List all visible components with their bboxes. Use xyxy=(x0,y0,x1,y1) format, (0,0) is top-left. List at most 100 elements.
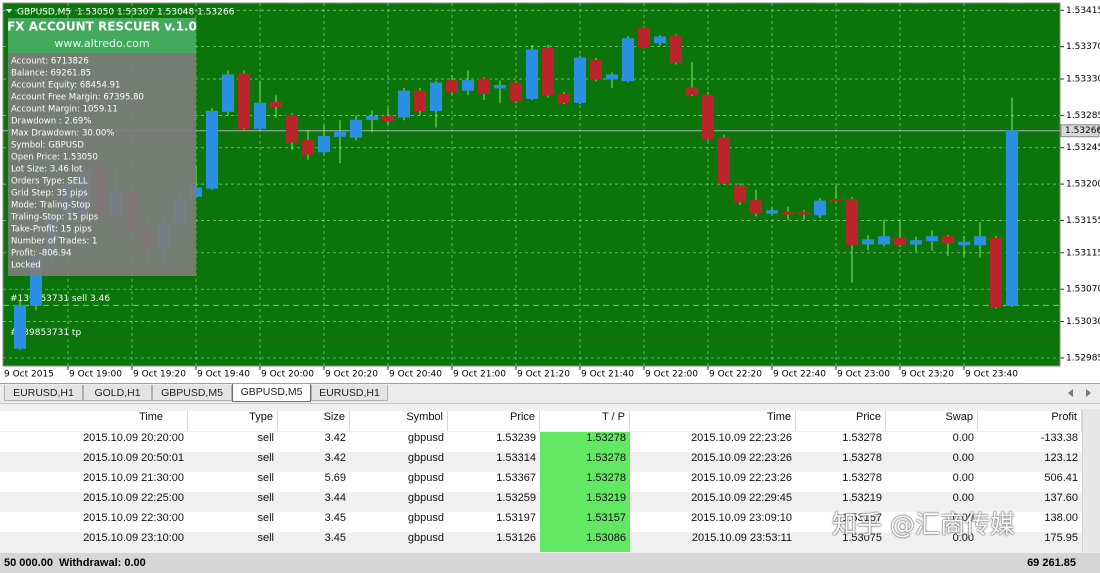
table-cell: 506.41 xyxy=(1044,472,1078,484)
candle-body xyxy=(814,200,826,216)
y-tick-label: 1.53155 xyxy=(1066,216,1100,226)
candle-body xyxy=(686,87,698,95)
candle-body xyxy=(766,210,778,214)
table-row: 2015.10.09 23:10:00 sell 3.45 gbpusd 1.53126… xyxy=(0,532,1082,552)
chart-tab[interactable]: GBPUSD,M5 xyxy=(232,384,311,402)
chart-tabs: EURUSD,H1 GOLD,H1 GBPUSD,M5 GBPUSD,M5 EURUSD… xyxy=(0,383,1100,404)
column-header[interactable]: T / P xyxy=(540,411,630,431)
candle-body xyxy=(462,80,474,91)
candle-body xyxy=(254,102,266,129)
table-row: 2015.10.09 22:25:00 sell 3.44 gbpusd 1.53259… xyxy=(0,492,1082,512)
candle-body xyxy=(846,198,858,246)
info-panel-line: Number of Trades: 1 xyxy=(11,237,97,247)
candle-body xyxy=(622,38,634,82)
y-tick-label: 1.53330 xyxy=(1066,74,1100,84)
tab-arrows[interactable] xyxy=(1058,384,1098,402)
column-header[interactable]: Time xyxy=(630,411,796,431)
column-header[interactable]: Type xyxy=(188,411,278,431)
info-panel-line: Max Drawdown: 30.00% xyxy=(11,129,114,139)
candle-body xyxy=(334,131,346,137)
table-header: Time Type Size Symbol Price T / P Time Price Swa… xyxy=(0,411,1082,431)
candle-body xyxy=(478,78,490,95)
y-tick-label: 1.53285 xyxy=(1066,111,1100,121)
candle-body xyxy=(350,119,362,138)
y-tick-label: 1.53245 xyxy=(1066,143,1100,153)
table-cell: 1.53278 xyxy=(540,432,630,452)
y-tick-label: 1.53070 xyxy=(1066,285,1100,295)
candle-body xyxy=(286,114,298,143)
table-cell: 1.53126 xyxy=(496,532,536,544)
footer-bar: 50 000.00 Withdrawal: 0.00 69 261.85 xyxy=(0,553,1100,573)
x-tick-label: 9 Oct 22:00 xyxy=(645,370,698,380)
table-cell: 2015.10.09 23:09:10 xyxy=(691,512,792,524)
table-cell: 1.53086 xyxy=(540,532,630,552)
table-cell: 1.53314 xyxy=(496,452,536,464)
info-panel-line: Traling-Stop: 15 pips xyxy=(10,213,99,223)
column-header[interactable]: Price xyxy=(448,411,540,431)
candle-body xyxy=(638,27,650,48)
info-panel-line: Account Margin: 1059.11 xyxy=(11,105,118,115)
column-header[interactable]: Symbol xyxy=(350,411,448,431)
candle-body xyxy=(398,90,410,118)
candle-body xyxy=(558,93,570,103)
header-arrow xyxy=(6,9,12,13)
info-panel-url: www.altredo.com xyxy=(54,37,149,50)
column-header[interactable]: Profit xyxy=(978,411,1082,431)
info-panel-line: Drawdown : 2.69% xyxy=(11,117,91,127)
table-cell: 0.00 xyxy=(952,532,974,544)
table-cell: 2015.10.09 22:25:00 xyxy=(83,492,184,504)
info-panel-line: Locked xyxy=(11,261,41,271)
candle-body xyxy=(910,240,922,245)
table-cell: 1.53219 xyxy=(540,492,630,512)
candle-body xyxy=(382,115,394,122)
table-cell: gbpusd xyxy=(407,432,444,444)
candle-body xyxy=(430,82,442,112)
x-tick-label: 9 Oct 21:40 xyxy=(581,370,634,380)
candle-body xyxy=(366,115,378,120)
x-tick-label: 9 Oct 20:40 xyxy=(389,370,442,380)
x-tick-label: 9 Oct 23:40 xyxy=(965,370,1018,380)
watermark: 知乎 @汇商传媒 xyxy=(832,510,1015,539)
candle-body xyxy=(1006,130,1018,306)
candle-body xyxy=(526,49,538,99)
table-cell: 1.53278 xyxy=(842,472,882,484)
candle-body xyxy=(990,237,1002,308)
info-panel-title: FX ACCOUNT RESCUER v.1.0 xyxy=(7,20,197,34)
table-cell: sell xyxy=(257,532,274,544)
y-tick-label: 1.53030 xyxy=(1066,317,1100,327)
chart-tab[interactable]: EURUSD,H1 xyxy=(4,385,83,401)
candle-body xyxy=(606,74,618,80)
table-cell: gbpusd xyxy=(407,492,444,504)
x-tick-label: 9 Oct 20:00 xyxy=(261,370,314,380)
scrollbar[interactable] xyxy=(1082,409,1100,553)
table-cell: -133.38 xyxy=(1040,432,1078,444)
table-cell: 175.95 xyxy=(1044,532,1078,544)
column-header[interactable]: Price xyxy=(796,411,886,431)
info-panel-line: Balance: 69261.85 xyxy=(11,69,91,79)
candle-body xyxy=(670,35,682,63)
info-panel-line: Symbol: GBPUSD xyxy=(11,141,84,151)
candle-body xyxy=(654,36,666,44)
chart-header: GBPUSD,M5 1.53050 1.53307 1.53048 1.5326… xyxy=(17,8,235,18)
table-cell: 138.00 xyxy=(1044,512,1078,524)
x-tick-label: 9 Oct 22:40 xyxy=(773,370,826,380)
table-cell: 1.53239 xyxy=(496,432,536,444)
info-panel-header xyxy=(8,18,196,53)
table-row: 2015.10.09 20:20:00 sell 3.42 gbpusd 1.53239… xyxy=(0,432,1082,452)
chart-tab[interactable]: GBPUSD,M5 xyxy=(152,385,232,401)
table-cell: 3.42 xyxy=(324,452,346,464)
x-tick-label: 9 Oct 23:00 xyxy=(837,370,890,380)
candle-body xyxy=(318,135,330,153)
column-header[interactable]: Size xyxy=(278,411,350,431)
table-cell: 0.00 xyxy=(952,492,974,504)
column-header[interactable]: Time xyxy=(0,411,188,431)
table-cell: 2015.10.09 22:23:26 xyxy=(691,432,792,444)
current-price-box xyxy=(1060,124,1100,138)
table-cell: 3.42 xyxy=(324,432,346,444)
chart-tab[interactable]: EURUSD,H1 xyxy=(311,385,388,401)
chart-tab[interactable]: GOLD,H1 xyxy=(83,385,152,401)
table-cell: 2015.10.09 22:30:00 xyxy=(83,512,184,524)
column-header[interactable]: Swap xyxy=(886,411,978,431)
info-panel-body xyxy=(8,18,196,276)
